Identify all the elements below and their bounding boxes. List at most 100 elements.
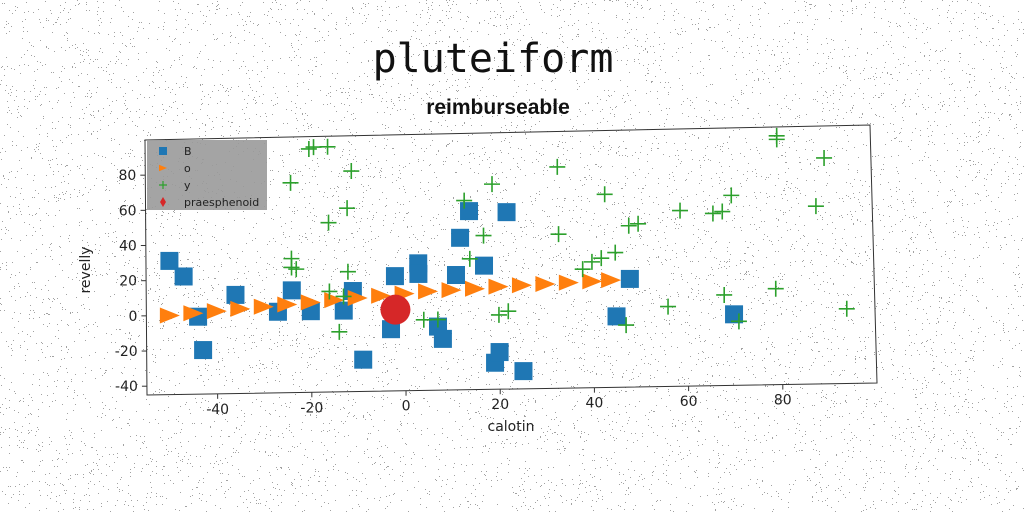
x-ticks: -40 -20 0 20 40 60 80 [206, 384, 792, 418]
series-y-point [343, 163, 360, 180]
series-y-point [283, 259, 300, 276]
legend-marker-b [159, 147, 167, 155]
legend-marker-y [159, 181, 167, 189]
series-y-point [807, 198, 824, 215]
series-y-point [596, 186, 613, 203]
series-y-point [319, 138, 336, 155]
series-y-point [672, 202, 689, 219]
series-o-point [206, 303, 227, 320]
legend-label-y: y [184, 179, 191, 192]
series-o-point [558, 274, 579, 291]
series-o-point [535, 275, 556, 292]
legend: Boy praesphenoid [147, 140, 267, 210]
series-y-point [660, 298, 677, 315]
series-b-point [433, 329, 452, 348]
series-y-point [490, 306, 507, 323]
y-tick-label: 40 [119, 239, 137, 255]
series-y-point [461, 250, 478, 267]
series-o-point [371, 287, 392, 304]
series-y-point [305, 139, 322, 156]
axes-frame [144, 124, 878, 396]
series-y-point [288, 261, 305, 278]
series-o-point [347, 289, 368, 306]
series-y-point [549, 158, 566, 175]
plot-area: -40 -20 0 20 40 60 80 -40 -20 0 20 40 60 80 [115, 124, 878, 418]
series-b-point [194, 341, 213, 360]
series-y-point [607, 244, 624, 261]
series-y-point [767, 280, 784, 297]
series-y-point [730, 313, 747, 330]
data-marks [159, 127, 855, 381]
series-o-point [488, 278, 509, 295]
series-b-point [460, 202, 479, 221]
series-y-point [339, 263, 356, 280]
series-b-point [174, 267, 193, 286]
series-y-point [550, 226, 567, 243]
series-o-point [277, 296, 298, 313]
series-b-point [282, 281, 301, 300]
series-b-point [446, 266, 465, 285]
series-o-point [582, 273, 603, 290]
chart-subtitle: reimburseable [426, 96, 570, 119]
series-b-point [490, 343, 509, 362]
y-tick-label: -20 [115, 344, 138, 360]
series-o-point [465, 280, 486, 297]
x-tick-label: 20 [491, 397, 509, 413]
x-axis-label: calotin [488, 419, 535, 435]
x-tick-label: -40 [206, 402, 229, 418]
series-b-point [451, 228, 470, 247]
y-axis-label: revelly [78, 246, 94, 293]
series-o-point [230, 300, 251, 317]
y-tick-label: 80 [118, 168, 136, 184]
series-y-point [484, 176, 501, 193]
series-y-point [331, 323, 348, 340]
x-tick-label: 0 [402, 399, 411, 415]
series-b-point [409, 264, 428, 283]
series-b-point [475, 256, 494, 275]
series-b-point [607, 307, 626, 326]
series-o-point [511, 277, 532, 294]
series-y-point [838, 300, 855, 317]
series-y-point [768, 127, 785, 144]
series-b-point [514, 362, 533, 381]
series-y-point [415, 311, 432, 328]
series-y-point [320, 214, 337, 231]
series-y-point [723, 187, 740, 204]
series-y-point [593, 250, 610, 267]
series-y-point [704, 205, 721, 222]
y-tick-label: 60 [119, 203, 137, 219]
series-y-point [300, 140, 317, 157]
y-tick-label: 0 [128, 309, 137, 325]
series-b-point [620, 269, 639, 288]
x-tick-label: -20 [300, 400, 323, 416]
series-b-point [385, 267, 404, 286]
legend-marker-praesphenoid [160, 197, 166, 207]
series-y-point [456, 192, 473, 209]
series-y-point [335, 288, 352, 305]
series-y-point [339, 200, 356, 217]
series-b-point [354, 350, 373, 369]
series-y-point [321, 283, 338, 300]
series-y-point [620, 217, 637, 234]
series-o-point [441, 282, 462, 299]
series-y-point [714, 203, 731, 220]
series-y-point [429, 311, 446, 328]
series-y-point [583, 253, 600, 270]
y-tick-label: -40 [115, 379, 138, 395]
legend-label-b: B [184, 145, 192, 158]
chart-title: pluteiform [373, 36, 614, 82]
series-b-point [160, 251, 179, 270]
series-o-point [253, 298, 274, 315]
series-b-point [334, 301, 353, 320]
legend-label-o: o [184, 162, 191, 175]
x-tick-label: 80 [774, 393, 792, 409]
series-o-point [183, 305, 204, 322]
series-y-point [630, 215, 647, 232]
series-o-point [300, 294, 321, 311]
x-tick-label: 60 [680, 394, 698, 410]
series-b-point [497, 203, 516, 222]
series-o-point [418, 283, 439, 300]
legend-label-praesphenoid: praesphenoid [184, 196, 259, 209]
